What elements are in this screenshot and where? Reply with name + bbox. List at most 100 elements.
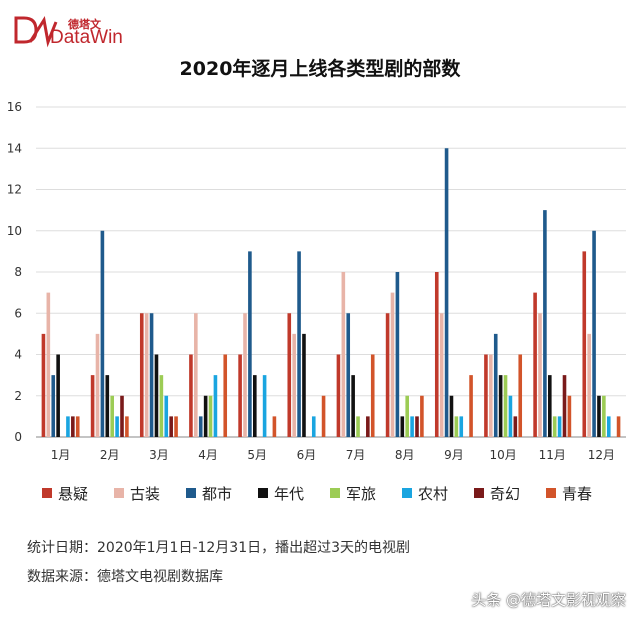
x-tick-label: 1月 — [51, 448, 71, 462]
bar-古装-5月 — [243, 313, 247, 437]
bar-古装-2月 — [95, 333, 100, 437]
bar-都市-5月 — [248, 251, 252, 437]
bar-农村-12月 — [606, 416, 611, 437]
bar-古装-11月 — [538, 313, 542, 437]
logo-brand-name: DataWin — [50, 27, 123, 48]
bar-青春-7月 — [370, 354, 375, 437]
bar-农村-6月 — [311, 416, 316, 437]
bar-青春-10月 — [518, 354, 523, 437]
data-source-note: 数据来源：德塔文电视剧数据库 — [27, 569, 223, 585]
legend-label: 都市 — [202, 485, 233, 503]
bar-奇幻-3月 — [169, 416, 173, 437]
bar-古装-9月 — [439, 313, 444, 437]
y-tick-label: 10 — [7, 224, 22, 238]
y-tick-label: 16 — [7, 100, 22, 114]
bar-悬疑-10月 — [484, 354, 488, 437]
bar-悬疑-2月 — [90, 375, 95, 437]
legend-swatch — [330, 488, 340, 498]
legend-label: 奇幻 — [490, 485, 521, 503]
y-tick-label: 8 — [14, 265, 22, 279]
bar-军旅-4月 — [208, 395, 213, 437]
bar-古装-3月 — [144, 313, 149, 437]
chart-title: 2020年逐月上线各类型剧的部数 — [179, 58, 461, 80]
y-tick-label: 0 — [14, 430, 22, 444]
bar-奇幻-7月 — [366, 416, 370, 437]
bar-奇幻-11月 — [562, 375, 567, 437]
legend-label: 年代 — [274, 485, 305, 503]
legend-swatch — [186, 488, 196, 498]
y-tick-label: 2 — [14, 389, 22, 403]
watermark: 头条 @德塔文影视观察 — [471, 591, 626, 609]
stats-date-note: 统计日期：2020年1月1日-12月31日，播出超过3天的电视剧 — [27, 540, 411, 556]
bar-农村-11月 — [557, 416, 562, 437]
bar-古装-4月 — [194, 313, 198, 437]
bar-悬疑-5月 — [238, 354, 242, 437]
bar-古装-12月 — [587, 333, 591, 437]
bar-悬疑-7月 — [336, 354, 341, 437]
x-tick-label: 3月 — [149, 448, 169, 462]
bar-军旅-8月 — [405, 395, 409, 437]
bar-军旅-9月 — [454, 416, 459, 437]
bar-年代-1月 — [56, 354, 60, 437]
bar-悬疑-3月 — [139, 313, 144, 437]
bar-古装-6月 — [292, 333, 296, 437]
bar-都市-6月 — [297, 251, 301, 437]
bar-农村-2月 — [115, 416, 119, 437]
bar-都市-1月 — [51, 375, 56, 437]
bar-青春-3月 — [174, 416, 178, 437]
bar-古装-1月 — [46, 292, 51, 437]
bar-年代-8月 — [400, 416, 405, 437]
legend-swatch — [114, 488, 124, 498]
x-tick-label: 6月 — [297, 448, 317, 462]
y-tick-label: 6 — [14, 306, 22, 320]
datawin-logo-icon — [14, 15, 58, 48]
bar-农村-10月 — [508, 395, 513, 437]
x-tick-label: 10月 — [489, 448, 516, 462]
bar-悬疑-8月 — [385, 313, 390, 437]
bar-奇幻-1月 — [71, 416, 75, 437]
bar-青春-5月 — [272, 416, 277, 437]
bar-军旅-11月 — [552, 416, 557, 437]
legend-label: 悬疑 — [58, 485, 89, 503]
legend-label: 青春 — [562, 485, 593, 503]
bar-古装-8月 — [390, 292, 395, 437]
chart-legend: 悬疑 古装 都市 年代 军旅 农村 奇幻 青春 — [42, 483, 622, 503]
bar-都市-12月 — [592, 230, 596, 437]
legend-label: 军旅 — [346, 485, 377, 503]
bar-年代-4月 — [203, 395, 208, 437]
bar-都市-4月 — [198, 416, 203, 437]
bar-悬疑-4月 — [189, 354, 193, 437]
bar-农村-3月 — [164, 395, 169, 437]
bar-悬疑-6月 — [287, 313, 292, 437]
bar-都市-11月 — [543, 210, 547, 437]
x-tick-label: 2月 — [100, 448, 120, 462]
bar-奇幻-2月 — [120, 395, 124, 437]
legend-label: 古装 — [130, 485, 161, 503]
x-tick-label: 4月 — [198, 448, 218, 462]
bar-农村-9月 — [459, 416, 464, 437]
bar-都市-2月 — [100, 230, 105, 437]
bar-悬疑-1月 — [41, 333, 46, 437]
bar-军旅-7月 — [356, 416, 360, 437]
bar-都市-3月 — [149, 313, 154, 437]
bar-古装-7月 — [341, 272, 346, 437]
bar-年代-5月 — [253, 375, 257, 437]
legend-swatch — [258, 488, 268, 498]
bar-都市-10月 — [493, 333, 498, 437]
x-tick-label: 9月 — [444, 448, 464, 462]
bar-军旅-10月 — [503, 375, 508, 437]
bar-年代-11月 — [548, 375, 552, 437]
bar-军旅-3月 — [159, 375, 164, 437]
bar-青春-1月 — [75, 416, 80, 437]
x-tick-label: 7月 — [346, 448, 366, 462]
bar-青春-6月 — [321, 395, 326, 437]
legend-swatch — [402, 488, 412, 498]
bar-都市-9月 — [444, 148, 449, 437]
logo-chinese-name: 德塔文 — [68, 18, 101, 31]
bar-悬疑-9月 — [434, 272, 439, 437]
x-tick-label: 5月 — [247, 448, 267, 462]
x-tick-label: 12月 — [588, 448, 615, 462]
bar-青春-11月 — [567, 395, 572, 437]
bar-农村-5月 — [262, 375, 267, 437]
bar-农村-8月 — [410, 416, 414, 437]
